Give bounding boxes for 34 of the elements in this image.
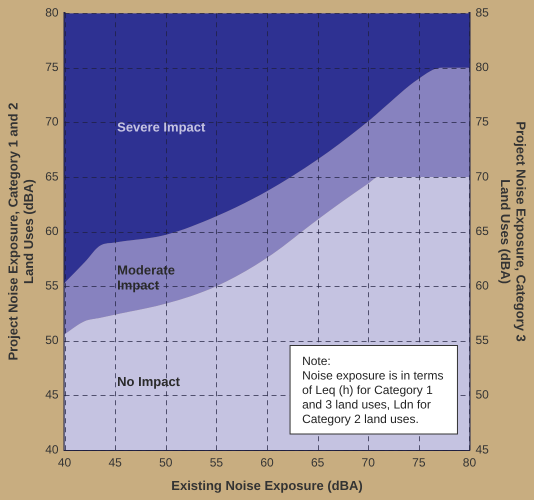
x-tick-label: 70 xyxy=(362,456,376,470)
y2-tick-label: 70 xyxy=(475,169,490,184)
y-tick-label: 70 xyxy=(45,114,59,129)
y-tick-label: 60 xyxy=(45,224,59,238)
y-tick-label: 45 xyxy=(45,388,59,402)
x-tick-label: 45 xyxy=(108,456,122,470)
y-tick-label: 75 xyxy=(45,60,59,74)
y2-tick-label: 65 xyxy=(475,224,490,238)
x-axis-title: Existing Noise Exposure (dBA) xyxy=(171,478,363,493)
y2-tick-label: 50 xyxy=(475,388,490,402)
x-tick-label: 80 xyxy=(462,456,476,470)
y-tick-label: 65 xyxy=(45,169,59,184)
series-label: Moderate Impact xyxy=(117,262,175,293)
y2-tick-label: 45 xyxy=(475,442,490,456)
x-tick-label: 55 xyxy=(210,456,224,470)
x-tick-label: 65 xyxy=(310,456,325,470)
y-axis-title: Project Noise Exposure, Category 1 and 2 Land Uses (dBA) xyxy=(5,102,36,361)
y-tick-label: 55 xyxy=(45,278,59,293)
y-tick-label: 80 xyxy=(45,6,59,20)
y-tick-label: 50 xyxy=(45,333,59,348)
y2-tick-label: 55 xyxy=(475,333,490,348)
y2-tick-label: 80 xyxy=(475,60,490,74)
y-tick-label: 40 xyxy=(45,442,59,456)
x-tick-label: 75 xyxy=(412,456,426,470)
x-tick-label: 60 xyxy=(260,456,274,470)
annotation: Note: Noise exposure is in terms of Leq (h) for Category 1 and 3 land uses, Ldn for Category 2 land uses. xyxy=(302,354,444,426)
y2-axis-title: Project Noise Exposure, Category 3 Land Uses (dBA) xyxy=(498,121,529,342)
series-label: No Impact xyxy=(117,374,181,389)
y2-tick-label: 85 xyxy=(475,6,490,20)
x-tick-label: 50 xyxy=(159,456,173,470)
series-label: Severe Impact xyxy=(117,119,206,134)
y2-tick-label: 60 xyxy=(475,278,490,293)
y2-tick-label: 75 xyxy=(475,114,490,129)
x-tick-label: 40 xyxy=(58,456,72,470)
